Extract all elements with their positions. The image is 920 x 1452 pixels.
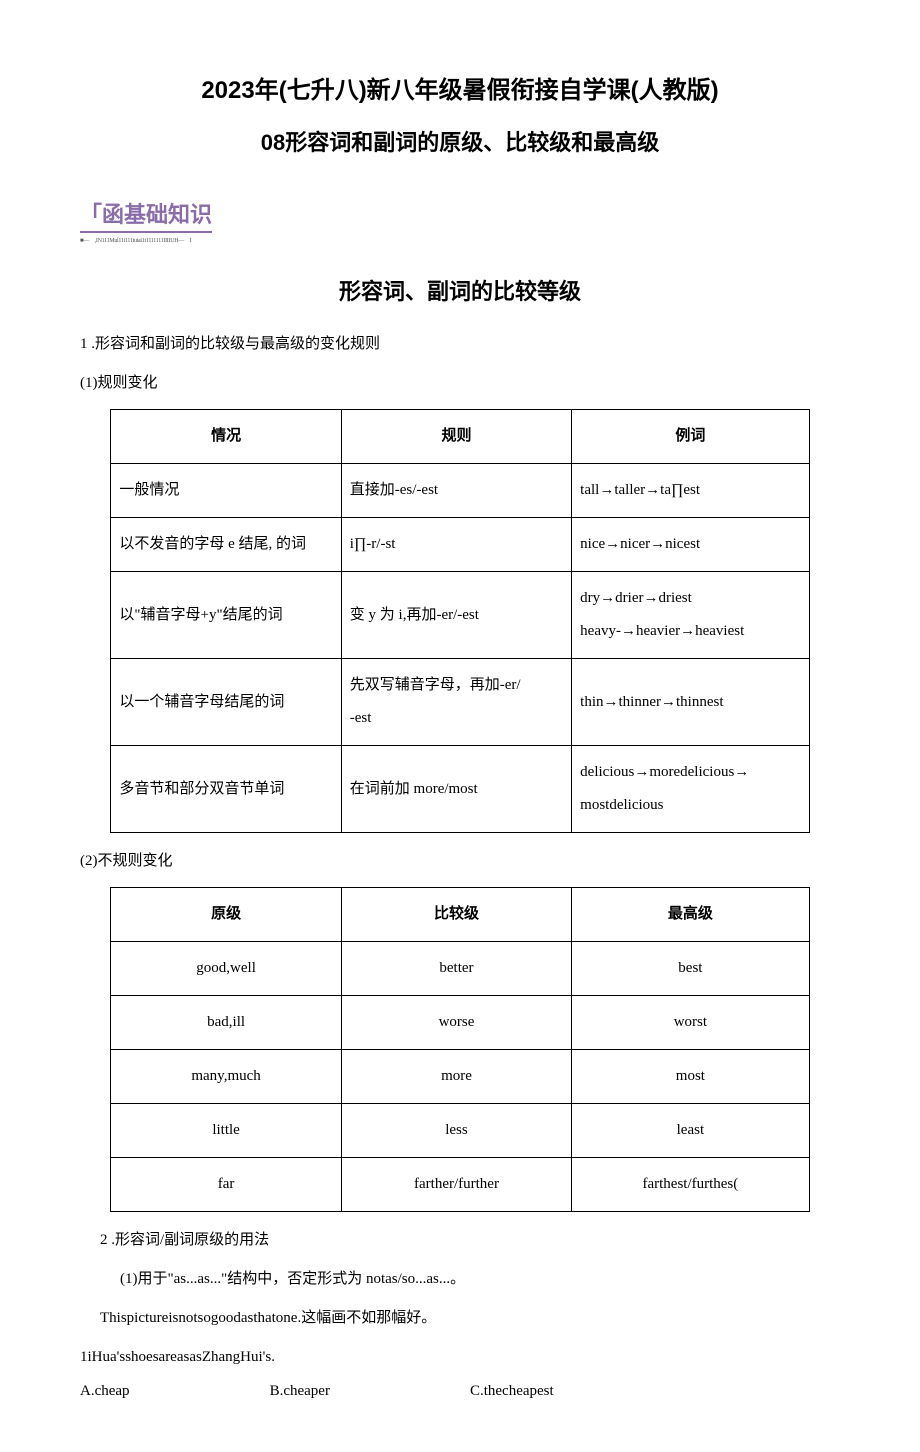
table-cell: farther/further [341, 1158, 571, 1212]
table-cell: farthest/furthes( [572, 1158, 809, 1212]
table-cell: far [111, 1158, 341, 1212]
section-header: 「函基础知识 [80, 197, 212, 233]
table-cell: 以不发音的字母 e 结尾, 的词 [111, 518, 341, 572]
table-cell: 多音节和部分双音节单词 [111, 746, 341, 833]
table-cell: less [341, 1104, 571, 1158]
table-cell: most [572, 1050, 809, 1104]
table-row: good,well better best [111, 942, 809, 996]
section-header-wrap: 「函基础知识 ■— ,IN111Mul11i111iuiai1t1111111I… [80, 197, 840, 244]
sub-title: 08形容词和副词的原级、比较级和最高级 [80, 125, 840, 157]
table-header: 最高级 [572, 888, 809, 942]
table-cell: 以"辅音字母+y"结尾的词 [111, 572, 341, 659]
table-irregular-changes: 原级 比较级 最高级 good,well better best bad,ill… [110, 887, 809, 1212]
table-cell: 直接加-es/-est [341, 464, 571, 518]
table-cell: better [341, 942, 571, 996]
table-row: 以"辅音字母+y"结尾的词 变 y 为 i,再加-er/-est dry→dri… [111, 572, 809, 659]
table-cell: bad,ill [111, 996, 341, 1050]
paragraph-3: (2)不规则变化 [80, 848, 840, 875]
table-row: 多音节和部分双音节单词 在词前加 more/most delicious→mor… [111, 746, 809, 833]
table-row: 原级 比较级 最高级 [111, 888, 809, 942]
answer-options: A.cheap B.cheaper C.thecheapest [80, 1383, 840, 1400]
table-header: 原级 [111, 888, 341, 942]
table-row: many,much more most [111, 1050, 809, 1104]
table-header: 规则 [341, 410, 571, 464]
option-a: A.cheap [80, 1383, 130, 1400]
table-row: 以不发音的字母 e 结尾, 的词 i∏-r/-st nice→nicer→nic… [111, 518, 809, 572]
paragraph-1: 1 .形容词和副词的比较级与最高级的变化规则 [80, 331, 840, 358]
table-cell: 以一个辅音字母结尾的词 [111, 659, 341, 746]
table-cell: many,much [111, 1050, 341, 1104]
table-cell: delicious→moredelicious→mostdelicious [572, 746, 809, 833]
option-b: B.cheaper [270, 1383, 330, 1400]
table-cell: 在词前加 more/most [341, 746, 571, 833]
table-row: bad,ill worse worst [111, 996, 809, 1050]
paragraph-7: 1iHua'sshoesareasasZhangHui's. [80, 1344, 840, 1371]
table-cell: dry→drier→driestheavy-→heavier→heaviest [572, 572, 809, 659]
table-cell: thin→thinner→thinnest [572, 659, 809, 746]
table-cell: good,well [111, 942, 341, 996]
table-cell: nice→nicer→nicest [572, 518, 809, 572]
table-header: 例词 [572, 410, 809, 464]
table-row: 情况 规则 例词 [111, 410, 809, 464]
table-cell: little [111, 1104, 341, 1158]
table-cell: tall→taller→ta∏est [572, 464, 809, 518]
table-cell: worse [341, 996, 571, 1050]
paragraph-6: Thispictureisnotsogoodasthatone.这幅画不如那幅好… [100, 1305, 840, 1332]
table-cell: more [341, 1050, 571, 1104]
main-title: 2023年(七升八)新八年级暑假衔接自学课(人教版) [80, 70, 840, 105]
topic-title: 形容词、副词的比较等级 [80, 274, 840, 306]
table-regular-changes: 情况 规则 例词 一般情况 直接加-es/-est tall→taller→ta… [110, 409, 809, 833]
paragraph-4: 2 .形容词/副词原级的用法 [100, 1227, 840, 1254]
paragraph-5: (1)用于"as...as..."结构中，否定形式为 notas/so...as… [120, 1266, 840, 1293]
paragraph-2: (1)规则变化 [80, 370, 840, 397]
table-row: far farther/further farthest/furthes( [111, 1158, 809, 1212]
tiny-decoration: ■— ,IN111Mul11i111iuiai1t1111111IIIIUH— … [80, 235, 840, 244]
table-cell: worst [572, 996, 809, 1050]
table-header: 比较级 [341, 888, 571, 942]
option-c: C.thecheapest [470, 1383, 554, 1400]
table-row: little less least [111, 1104, 809, 1158]
table-cell: 变 y 为 i,再加-er/-est [341, 572, 571, 659]
table-cell: best [572, 942, 809, 996]
table-row: 一般情况 直接加-es/-est tall→taller→ta∏est [111, 464, 809, 518]
table-cell: 先双写辅音字母，再加-er/-est [341, 659, 571, 746]
table-cell: 一般情况 [111, 464, 341, 518]
table-cell: i∏-r/-st [341, 518, 571, 572]
table-header: 情况 [111, 410, 341, 464]
table-cell: least [572, 1104, 809, 1158]
table-row: 以一个辅音字母结尾的词 先双写辅音字母，再加-er/-est thin→thin… [111, 659, 809, 746]
